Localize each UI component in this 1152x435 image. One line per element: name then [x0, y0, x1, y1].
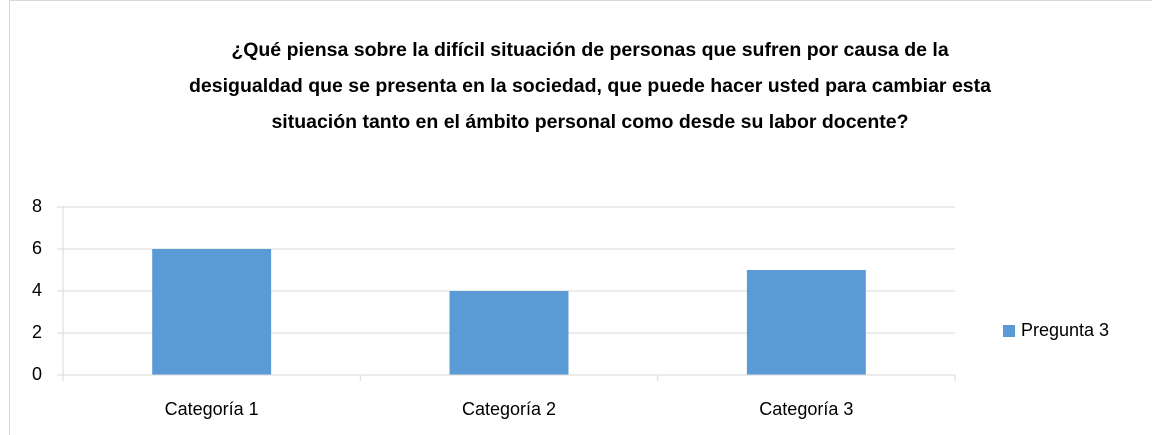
x-tick-label: Categoría 2	[462, 399, 556, 419]
y-tick-label: 4	[32, 280, 42, 300]
y-tick-label: 2	[32, 322, 42, 342]
x-tick-label: Categoría 3	[759, 399, 853, 419]
bar	[746, 270, 866, 375]
bar	[152, 249, 272, 375]
x-tick-label: Categoría 1	[165, 399, 259, 419]
chart-title: ¿Qué piensa sobre la difícil situación d…	[189, 39, 991, 133]
legend-swatch	[1003, 325, 1015, 337]
legend-label: Pregunta 3	[1021, 320, 1109, 340]
y-tick-label: 0	[32, 364, 42, 384]
y-tick-label: 6	[32, 238, 42, 258]
y-tick-label: 8	[32, 196, 42, 216]
chart-frame	[9, 0, 1152, 435]
bar	[449, 291, 569, 375]
